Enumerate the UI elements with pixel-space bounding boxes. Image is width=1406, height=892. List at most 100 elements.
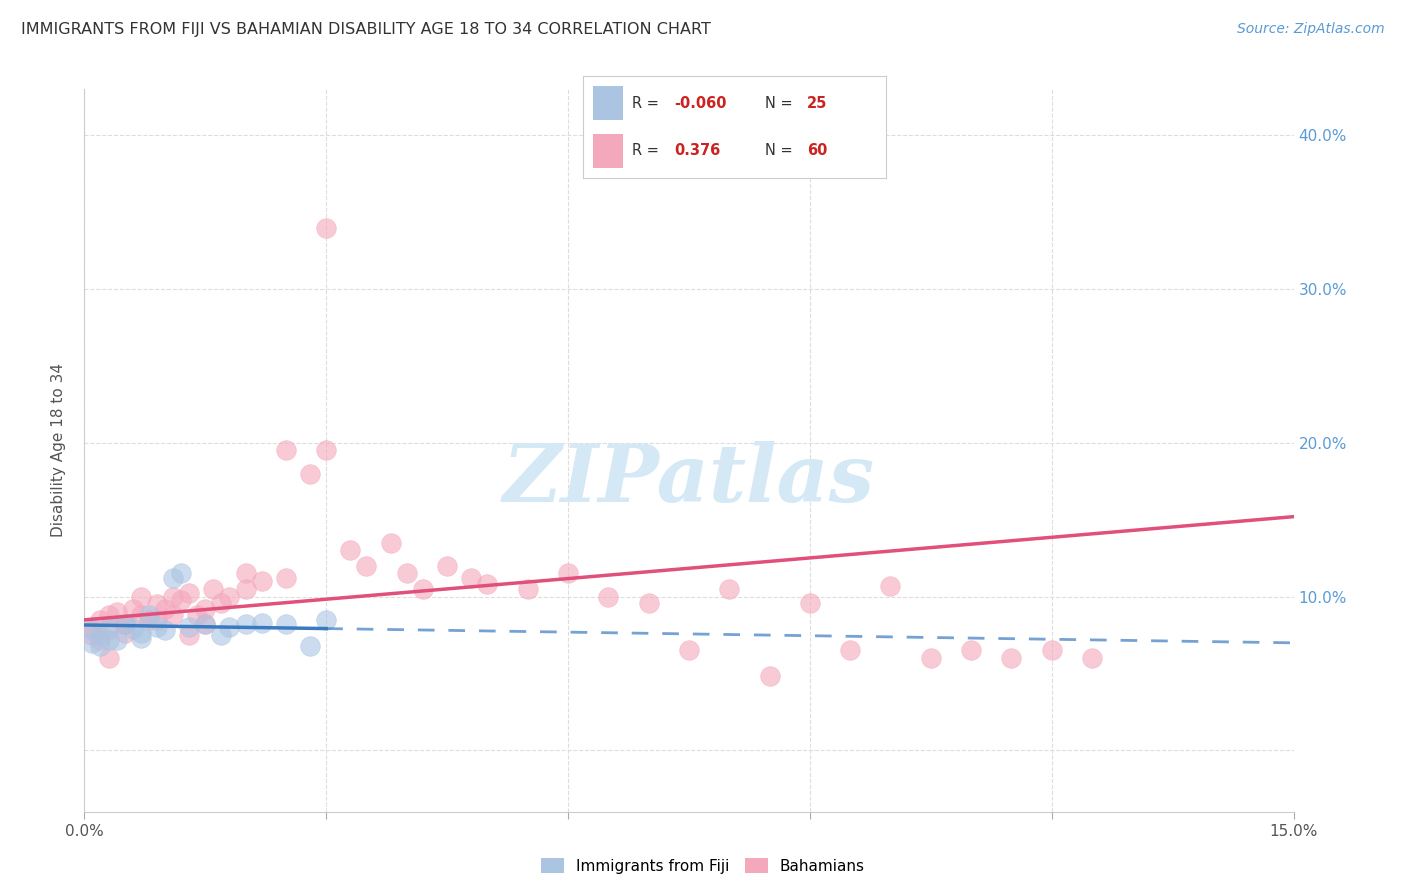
Point — [162, 571, 184, 585]
Point — [179, 586, 201, 600]
Point — [138, 607, 160, 622]
Point — [395, 566, 418, 581]
Point — [121, 622, 143, 636]
Point — [879, 579, 901, 593]
Point — [678, 643, 700, 657]
Point — [129, 626, 152, 640]
Point — [121, 602, 143, 616]
Point — [218, 590, 240, 604]
Point — [89, 639, 111, 653]
Point — [1040, 643, 1063, 657]
Text: Source: ZipAtlas.com: Source: ZipAtlas.com — [1237, 22, 1385, 37]
Text: 25: 25 — [807, 96, 828, 111]
Point — [380, 535, 402, 549]
Point — [235, 617, 257, 632]
Point — [460, 571, 482, 585]
Point — [97, 607, 120, 622]
Point — [97, 620, 120, 634]
Point — [235, 566, 257, 581]
Point — [129, 590, 152, 604]
Point — [356, 558, 378, 573]
Point — [129, 631, 152, 645]
Point — [598, 590, 620, 604]
Point — [186, 607, 208, 622]
Y-axis label: Disability Age 18 to 34: Disability Age 18 to 34 — [51, 363, 66, 538]
Point — [146, 620, 169, 634]
Point — [274, 571, 297, 585]
Point — [250, 574, 273, 588]
Point — [179, 628, 201, 642]
Point — [209, 628, 232, 642]
Point — [114, 617, 136, 632]
Point — [89, 632, 111, 647]
Point — [218, 620, 240, 634]
Point — [82, 620, 104, 634]
Point — [89, 628, 111, 642]
Point — [1081, 651, 1104, 665]
Point — [97, 632, 120, 647]
Point — [105, 605, 128, 619]
Point — [920, 651, 942, 665]
Point — [315, 443, 337, 458]
Text: IMMIGRANTS FROM FIJI VS BAHAMIAN DISABILITY AGE 18 TO 34 CORRELATION CHART: IMMIGRANTS FROM FIJI VS BAHAMIAN DISABIL… — [21, 22, 711, 37]
Point — [250, 615, 273, 630]
Point — [436, 558, 458, 573]
Point — [274, 617, 297, 632]
Point — [138, 613, 160, 627]
Point — [299, 639, 322, 653]
Point — [839, 643, 862, 657]
Point — [339, 543, 361, 558]
Point — [129, 607, 152, 622]
Point — [209, 596, 232, 610]
Point — [114, 626, 136, 640]
FancyBboxPatch shape — [592, 87, 623, 120]
Point — [637, 596, 659, 610]
Point — [194, 617, 217, 632]
Point — [1000, 651, 1022, 665]
Point — [194, 602, 217, 616]
Point — [235, 582, 257, 596]
Point — [412, 582, 434, 596]
Point — [718, 582, 741, 596]
Point — [202, 582, 225, 596]
Legend: Immigrants from Fiji, Bahamians: Immigrants from Fiji, Bahamians — [534, 852, 872, 880]
Point — [477, 577, 499, 591]
Point — [146, 613, 169, 627]
Point — [162, 590, 184, 604]
Point — [153, 624, 176, 638]
Text: R =: R = — [631, 144, 664, 158]
Text: N =: N = — [765, 96, 797, 111]
Text: R =: R = — [631, 96, 664, 111]
Point — [194, 617, 217, 632]
Point — [170, 566, 193, 581]
Text: N =: N = — [765, 144, 797, 158]
Point — [799, 596, 821, 610]
Point — [758, 669, 780, 683]
Point — [82, 624, 104, 638]
Point — [97, 651, 120, 665]
Point — [82, 635, 104, 649]
Point — [960, 643, 983, 657]
Point — [162, 607, 184, 622]
Point — [170, 592, 193, 607]
Point — [146, 597, 169, 611]
Text: -0.060: -0.060 — [675, 96, 727, 111]
Point — [299, 467, 322, 481]
Point — [82, 628, 104, 642]
Point — [315, 613, 337, 627]
Text: ZIPatlas: ZIPatlas — [503, 441, 875, 518]
Point — [315, 220, 337, 235]
Point — [89, 613, 111, 627]
Point — [274, 443, 297, 458]
Point — [179, 620, 201, 634]
FancyBboxPatch shape — [592, 135, 623, 168]
Point — [114, 617, 136, 632]
Point — [516, 582, 538, 596]
Point — [97, 624, 120, 638]
Point — [153, 602, 176, 616]
Text: 0.376: 0.376 — [675, 144, 720, 158]
Point — [114, 617, 136, 632]
Point — [557, 566, 579, 581]
Text: 60: 60 — [807, 144, 828, 158]
Point — [105, 632, 128, 647]
